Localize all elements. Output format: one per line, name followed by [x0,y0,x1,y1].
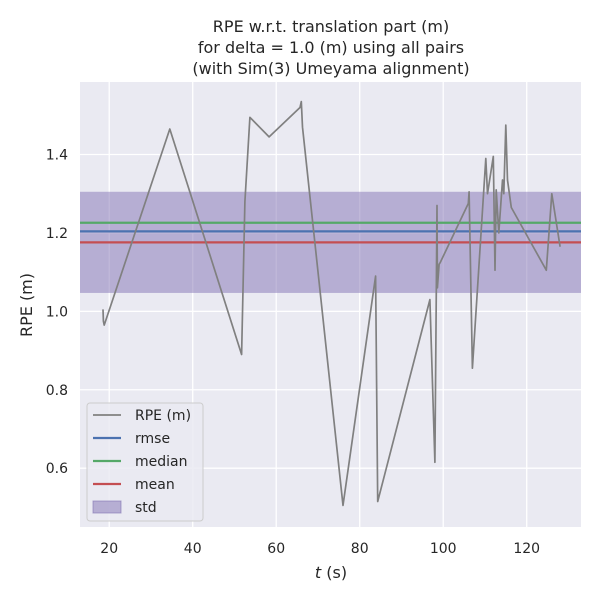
chart-title-line-2: for delta = 1.0 (m) using all pairs [198,38,464,57]
legend-label: rmse [135,431,170,447]
y-tick-label: 1.2 [46,226,68,242]
legend-label: std [135,500,157,516]
legend-swatch-std [92,500,122,514]
x-axis-label: t (s) [315,563,347,582]
legend: RPE (m) rmse median mean std [86,402,204,522]
x-tick-label: 60 [267,541,285,557]
legend-label: median [135,454,187,470]
y-tick-label: 0.8 [46,383,68,399]
x-tick-label: 20 [100,541,118,557]
rpe-series-line [102,100,561,507]
chart-title-line-3: (with Sim(3) Umeyama alignment) [192,59,469,78]
legend-box [86,402,204,522]
x-tick-label: 100 [430,541,457,557]
x-tick-label: 80 [351,541,369,557]
y-tick-labels: 0.6 0.8 1.0 1.2 1.4 [46,148,68,478]
series-layer [102,100,561,507]
x-axis-label-symbol: t [315,563,322,582]
y-axis-label: RPE (m) [17,273,36,337]
x-tick-label: 120 [513,541,540,557]
y-tick-label: 0.6 [46,461,68,477]
y-tick-label: 1.4 [46,148,68,164]
y-tick-label: 1.0 [46,304,68,320]
x-axis-label-unit: (s) [321,563,347,582]
x-tick-label: 40 [184,541,202,557]
legend-label: mean [135,477,175,493]
x-tick-labels: 20 40 60 80 100 120 [100,541,540,557]
legend-label: RPE (m) [135,408,191,424]
chart-title-line-1: RPE w.r.t. translation part (m) [213,17,449,36]
